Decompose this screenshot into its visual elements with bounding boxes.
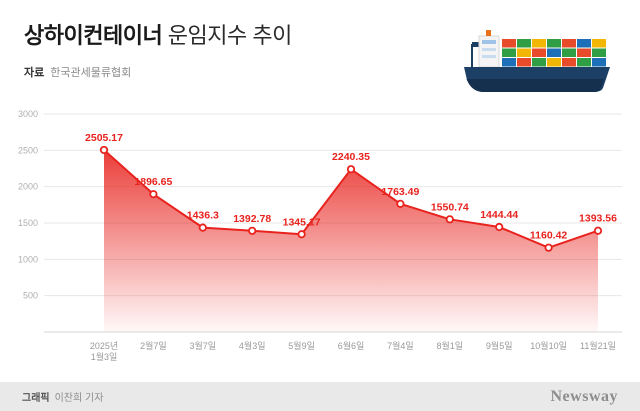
x-axis-label: 7월4일 — [387, 340, 414, 351]
x-axis-label: 3월7일 — [190, 340, 217, 351]
x-axis-label: 10월10일 — [530, 340, 567, 351]
title-bold: 상하이컨테이너 — [24, 23, 163, 48]
ship-hull-bottom — [466, 79, 604, 92]
source-line: 자료 한국관세물류협회 — [24, 64, 292, 80]
x-axis-label: 9월5일 — [486, 340, 513, 351]
ship-containers — [502, 39, 606, 67]
x-axis-label: 4월3일 — [239, 340, 266, 351]
data-point — [297, 230, 306, 239]
data-point — [396, 199, 405, 208]
y-axis-label: 2500 — [18, 145, 38, 155]
data-point — [593, 226, 603, 235]
credit-name: 이찬희 기자 — [54, 393, 104, 404]
header: 상하이컨테이너 운임지수 추이 자료 한국관세물류협회 — [24, 18, 292, 80]
y-axis-label: 500 — [23, 291, 38, 301]
x-axis-label: 2월7일 — [140, 340, 167, 351]
x-axis-label: 11월21일 — [580, 340, 616, 351]
data-point — [445, 215, 454, 224]
x-axis-label: 6월6일 — [338, 340, 365, 351]
data-value-label: 1393.56 — [579, 213, 617, 225]
source-value: 한국관세물류협회 — [50, 67, 132, 79]
data-value-label: 2505.17 — [85, 132, 123, 144]
y-axis-label: 1500 — [18, 218, 38, 228]
ship-funnel — [486, 30, 491, 36]
newsway-logo: Newsway — [550, 387, 618, 405]
x-axis-label: 8월1일 — [437, 340, 464, 351]
graphic-credit: 그래픽 이찬희 기자 — [22, 389, 103, 404]
bridge-windows — [482, 55, 496, 58]
data-point — [346, 165, 356, 174]
title-rest: 운임지수 추이 — [162, 23, 293, 48]
data-value-label: 1392.78 — [233, 213, 271, 225]
data-point — [198, 223, 207, 232]
bridge-windows — [482, 48, 496, 51]
data-point — [495, 222, 504, 232]
container-ship-illustration — [464, 30, 610, 92]
data-value-label: 1444.44 — [480, 209, 518, 221]
data-point — [149, 190, 158, 199]
data-point — [248, 226, 257, 235]
data-point — [544, 243, 553, 252]
data-value-label: 1896.65 — [134, 176, 172, 188]
x-axis-label: 2025년 1월3일 — [90, 341, 118, 362]
source-label: 자료 — [24, 67, 45, 79]
footer-bar: 그래픽 이찬희 기자 Newsway — [0, 382, 640, 411]
ship-flag — [472, 42, 480, 47]
data-value-label: 1436.3 — [187, 210, 219, 222]
bridge-windows — [482, 40, 496, 44]
y-axis-label: 3000 — [18, 109, 38, 119]
y-axis-label: 2000 — [18, 182, 38, 192]
y-axis-label: 1000 — [18, 254, 38, 264]
data-point — [99, 145, 109, 155]
data-value-label: 1550.74 — [431, 201, 469, 213]
page-title: 상하이컨테이너 운임지수 추이 — [24, 18, 292, 50]
x-axis-label: 5월9일 — [288, 340, 315, 351]
data-value-label: 1345.17 — [283, 216, 321, 228]
data-value-label: 1160.42 — [530, 230, 568, 242]
data-value-label: 1763.49 — [381, 186, 419, 198]
chart-area — [104, 149, 598, 332]
data-value-label: 2240.35 — [332, 151, 370, 163]
freight-index-chart: 3000 2500 2000 1500 1000 500 2505.17 1896.65 143… — [18, 109, 622, 362]
credit-label: 그래픽 — [22, 393, 50, 404]
